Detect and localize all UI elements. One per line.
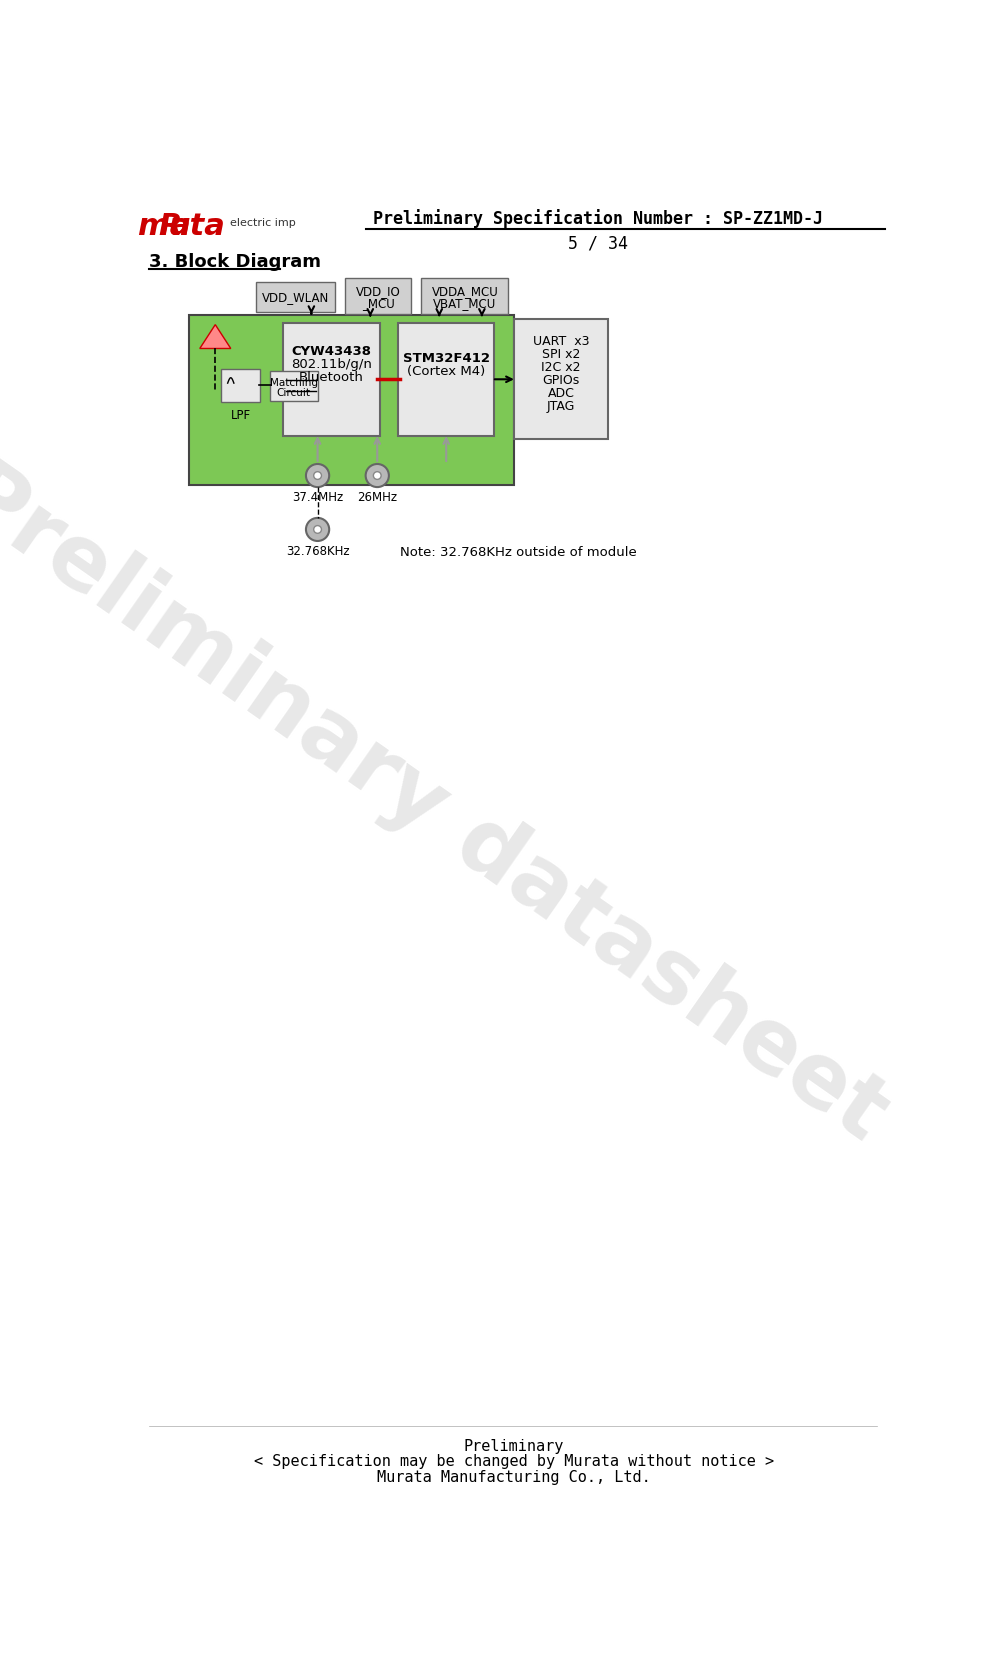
Text: Note: 32.768KHz outside of module: Note: 32.768KHz outside of module xyxy=(400,545,636,559)
Text: VDDA_MCU: VDDA_MCU xyxy=(431,284,498,298)
Circle shape xyxy=(314,527,321,534)
Text: Preliminary datasheet: Preliminary datasheet xyxy=(0,448,902,1158)
Text: (Cortex M4): (Cortex M4) xyxy=(407,365,485,378)
Text: GPIOs: GPIOs xyxy=(542,373,579,386)
Text: ata: ata xyxy=(169,212,225,241)
Text: SPI x2: SPI x2 xyxy=(541,348,579,360)
Circle shape xyxy=(314,472,321,480)
Text: 3. Block Diagram: 3. Block Diagram xyxy=(148,253,321,271)
Text: Bluetooth: Bluetooth xyxy=(299,371,364,385)
FancyBboxPatch shape xyxy=(421,278,508,315)
Text: VBAT_MCU: VBAT_MCU xyxy=(433,296,496,310)
Text: I2C x2: I2C x2 xyxy=(541,360,580,373)
Text: VDD_IO: VDD_IO xyxy=(356,284,400,298)
Text: CYW43438: CYW43438 xyxy=(292,345,371,358)
Text: UART  x3: UART x3 xyxy=(532,335,588,348)
Text: 37.4MHz: 37.4MHz xyxy=(292,490,343,504)
FancyBboxPatch shape xyxy=(514,320,607,440)
Text: Preliminary: Preliminary xyxy=(463,1439,563,1454)
Text: 802.11b/g/n: 802.11b/g/n xyxy=(291,358,372,371)
FancyBboxPatch shape xyxy=(270,371,318,402)
Text: _MCU: _MCU xyxy=(362,296,394,310)
Circle shape xyxy=(306,519,329,542)
Text: 5 / 34: 5 / 34 xyxy=(567,234,627,253)
Text: Matching: Matching xyxy=(270,378,318,388)
Text: electric imp: electric imp xyxy=(229,217,296,228)
Text: STM32F412: STM32F412 xyxy=(403,351,489,365)
Circle shape xyxy=(366,465,389,489)
Text: Circuit: Circuit xyxy=(277,388,311,398)
Text: 26MHz: 26MHz xyxy=(357,490,397,504)
FancyBboxPatch shape xyxy=(398,325,494,437)
Text: JTAG: JTAG xyxy=(546,400,574,413)
Text: ADC: ADC xyxy=(547,386,574,400)
Text: < Specification may be changed by Murata without notice >: < Specification may be changed by Murata… xyxy=(254,1454,773,1469)
FancyBboxPatch shape xyxy=(284,325,379,437)
FancyBboxPatch shape xyxy=(345,278,410,315)
Text: VDD_WLAN: VDD_WLAN xyxy=(262,291,329,304)
Text: Murata Manufacturing Co., Ltd.: Murata Manufacturing Co., Ltd. xyxy=(377,1469,650,1484)
Text: mu: mu xyxy=(137,212,190,241)
Circle shape xyxy=(306,465,329,489)
FancyBboxPatch shape xyxy=(188,316,514,485)
Polygon shape xyxy=(199,326,230,350)
FancyBboxPatch shape xyxy=(221,370,260,403)
Text: LPF: LPF xyxy=(230,408,250,422)
Text: Preliminary Specification Number : SP-ZZ1MD-J: Preliminary Specification Number : SP-ZZ… xyxy=(373,209,823,228)
Text: 32.768KHz: 32.768KHz xyxy=(286,545,349,557)
FancyBboxPatch shape xyxy=(256,283,335,313)
Circle shape xyxy=(373,472,381,480)
Text: R: R xyxy=(158,212,182,241)
